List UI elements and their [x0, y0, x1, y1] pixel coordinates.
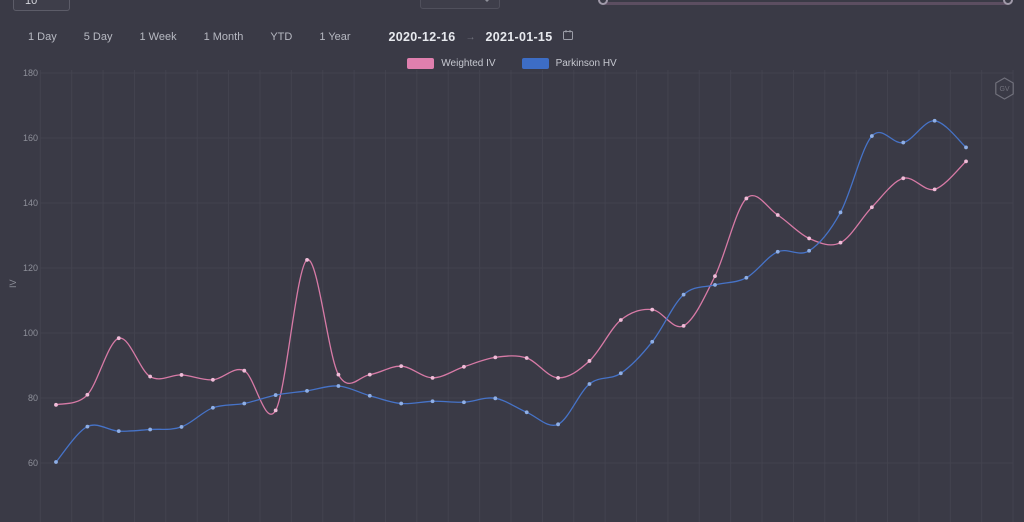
data-point	[744, 196, 749, 201]
data-point	[305, 257, 309, 262]
range-button-1month[interactable]: 1 Month	[203, 31, 244, 43]
data-point	[399, 364, 404, 369]
data-point	[713, 274, 717, 279]
slider-track[interactable]	[603, 2, 1008, 5]
y-axis-tick: 140	[22, 198, 38, 208]
data-point	[650, 307, 655, 312]
y-axis-tick: 180	[22, 68, 38, 78]
data-point	[399, 401, 404, 406]
data-point	[775, 249, 780, 254]
data-point	[242, 401, 247, 406]
data-point	[869, 134, 874, 138]
data-point	[54, 402, 58, 407]
data-point	[179, 425, 184, 429]
chevron-down-icon	[483, 0, 491, 2]
chart-canvas[interactable]	[0, 70, 1024, 522]
legend-item-weighted-iv[interactable]: Weighted IV	[407, 57, 496, 69]
data-point	[179, 373, 184, 377]
range-button-5day[interactable]: 5 Day	[83, 31, 113, 43]
data-point	[932, 118, 937, 123]
range-button-1week[interactable]: 1 Week	[139, 31, 177, 43]
date-range-picker[interactable]: 2020-12-16 → 2021-01-15	[389, 28, 575, 46]
range-slider[interactable]	[598, 0, 1013, 10]
top-control-bar: 10	[0, 0, 1024, 11]
data-point	[744, 275, 749, 280]
legend-swatch-weighted-iv	[407, 57, 435, 69]
data-point	[116, 336, 121, 341]
data-point	[493, 355, 498, 360]
data-point	[932, 187, 937, 192]
data-point	[838, 210, 843, 215]
date-from-field[interactable]: 2020-12-16	[388, 30, 456, 44]
data-point	[367, 393, 372, 398]
data-point	[54, 460, 58, 464]
data-point	[807, 248, 812, 253]
numeric-input[interactable]: 10	[13, 0, 70, 11]
data-point	[650, 339, 655, 344]
data-point	[211, 377, 215, 382]
data-point	[336, 372, 341, 377]
iv-hv-line-chart[interactable]: 180 160 140 120 100 80 60 IV GV	[0, 68, 1024, 522]
data-point	[305, 388, 309, 393]
data-point	[587, 359, 592, 363]
legend-label: Parkinson HV	[555, 57, 617, 69]
y-axis-tick: 80	[27, 393, 38, 403]
calendar-icon[interactable]	[562, 28, 574, 46]
data-point	[964, 145, 968, 150]
data-point	[462, 400, 466, 405]
data-point	[430, 375, 435, 380]
data-point	[807, 236, 812, 241]
data-point	[211, 405, 215, 410]
legend-swatch-parkinson-hv	[521, 57, 549, 69]
data-point	[775, 213, 780, 217]
data-point	[587, 382, 592, 386]
data-point	[367, 372, 372, 377]
data-point	[901, 176, 906, 181]
data-point	[556, 422, 560, 427]
data-point	[85, 424, 90, 429]
data-point	[524, 356, 529, 360]
data-point	[964, 159, 968, 164]
data-point	[681, 292, 686, 297]
legend-item-parkinson-hv[interactable]: Parkinson HV	[521, 57, 617, 69]
data-point	[869, 205, 874, 210]
data-point	[273, 393, 278, 397]
y-axis-tick: 60	[27, 458, 38, 468]
date-to-field[interactable]: 2021-01-15	[485, 30, 553, 44]
y-axis-tick: 160	[22, 133, 38, 143]
range-button-ytd[interactable]: YTD	[270, 31, 293, 43]
y-axis-tick: 120	[22, 263, 38, 273]
data-point	[148, 374, 153, 379]
data-point	[273, 408, 278, 413]
legend-label: Weighted IV	[441, 57, 496, 69]
data-point	[681, 323, 686, 328]
chart-legend: Weighted IV Parkinson HV	[0, 56, 1024, 70]
data-point	[713, 283, 717, 287]
data-point	[524, 410, 529, 415]
data-point	[838, 240, 843, 245]
range-button-1year[interactable]: 1 Year	[319, 31, 351, 43]
gv-logo-icon: GV	[993, 76, 1016, 106]
data-point	[618, 371, 623, 376]
svg-text:GV: GV	[999, 86, 1009, 93]
data-point	[556, 375, 560, 380]
data-point	[462, 364, 466, 369]
data-point	[430, 399, 435, 404]
data-point	[618, 318, 623, 322]
data-point	[493, 396, 498, 401]
series-select[interactable]	[420, 0, 500, 9]
slider-handle-right[interactable]	[1003, 0, 1013, 5]
time-range-toolbar: 1 Day 5 Day 1 Week 1 Month YTD 1 Year 20…	[0, 26, 1024, 48]
data-point	[85, 392, 90, 397]
y-axis-title: IV	[8, 279, 18, 288]
slider-handle-left[interactable]	[598, 0, 608, 5]
range-button-1day[interactable]: 1 Day	[28, 31, 57, 43]
data-point	[242, 368, 247, 373]
date-range-arrow: →	[465, 31, 476, 43]
data-point	[116, 429, 121, 434]
data-point	[336, 384, 341, 388]
data-point	[901, 140, 906, 145]
y-axis-tick: 100	[22, 328, 38, 338]
data-point	[148, 427, 153, 432]
